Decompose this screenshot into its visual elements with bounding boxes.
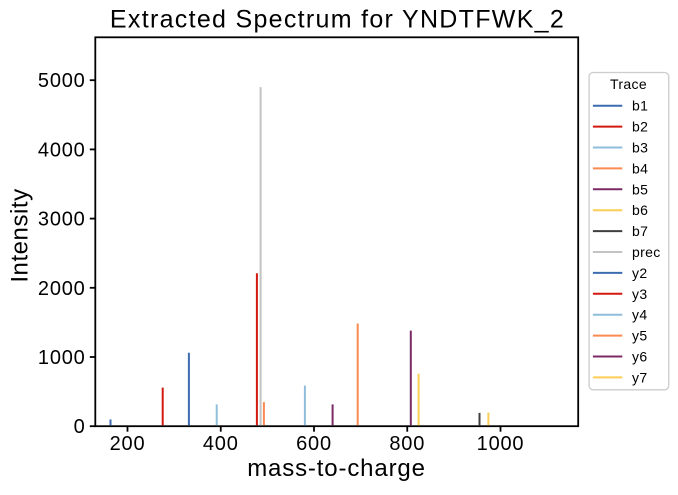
svg-text:200: 200 bbox=[110, 433, 146, 455]
svg-text:5000: 5000 bbox=[38, 70, 86, 92]
svg-text:b6: b6 bbox=[632, 202, 648, 218]
svg-text:1000: 1000 bbox=[38, 347, 86, 369]
svg-text:Extracted Spectrum for YNDTFWK: Extracted Spectrum for YNDTFWK_2 bbox=[110, 6, 565, 34]
svg-text:b1: b1 bbox=[632, 98, 648, 114]
svg-text:2000: 2000 bbox=[38, 278, 86, 300]
svg-text:y3: y3 bbox=[632, 286, 648, 302]
svg-text:600: 600 bbox=[296, 433, 332, 455]
svg-text:3000: 3000 bbox=[38, 209, 86, 231]
svg-text:b7: b7 bbox=[632, 223, 648, 239]
svg-text:800: 800 bbox=[389, 433, 425, 455]
svg-text:y4: y4 bbox=[632, 307, 648, 323]
svg-text:400: 400 bbox=[203, 433, 239, 455]
svg-text:y2: y2 bbox=[632, 265, 648, 281]
svg-text:Trace: Trace bbox=[610, 76, 647, 92]
svg-text:y5: y5 bbox=[632, 328, 648, 344]
svg-text:mass-to-charge: mass-to-charge bbox=[247, 455, 426, 482]
svg-text:b2: b2 bbox=[632, 119, 648, 135]
svg-text:b3: b3 bbox=[632, 140, 648, 156]
svg-text:prec: prec bbox=[632, 244, 661, 260]
svg-text:b5: b5 bbox=[632, 181, 648, 197]
svg-text:1000: 1000 bbox=[477, 433, 525, 455]
svg-text:Intensity: Intensity bbox=[7, 188, 34, 282]
svg-text:b4: b4 bbox=[632, 160, 648, 176]
svg-text:y7: y7 bbox=[632, 369, 648, 385]
svg-text:0: 0 bbox=[74, 416, 86, 438]
svg-text:4000: 4000 bbox=[38, 139, 86, 161]
svg-text:y6: y6 bbox=[632, 349, 648, 365]
